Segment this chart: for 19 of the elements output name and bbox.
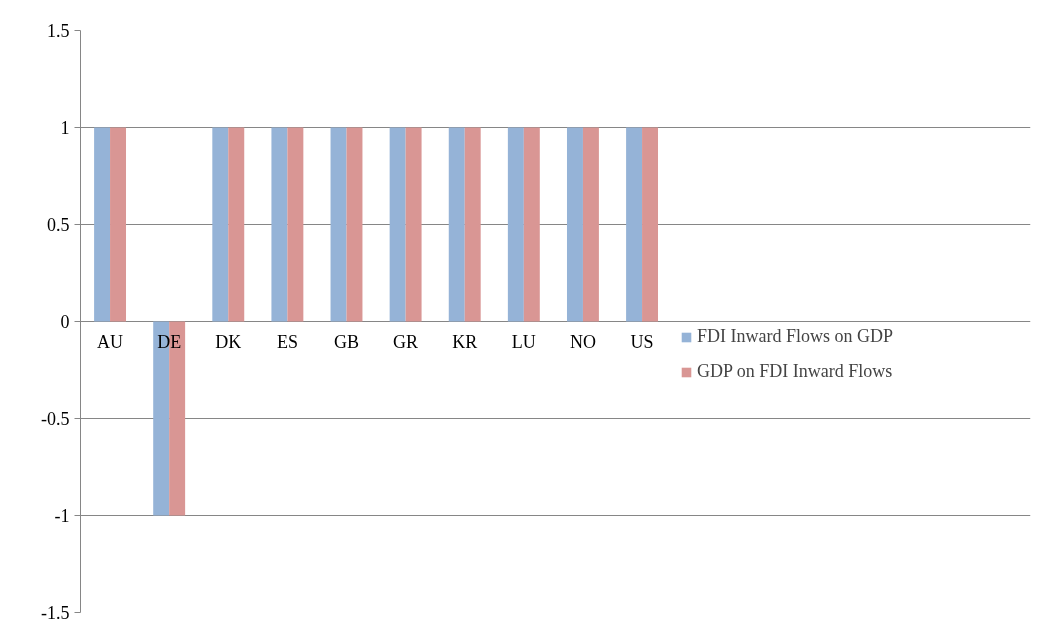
y-tick-label: -1.5 bbox=[41, 603, 70, 623]
x-tick-label: DK bbox=[215, 331, 242, 352]
legend-label: FDI Inward Flows on GDP bbox=[697, 326, 894, 347]
x-tick-label: GB bbox=[334, 331, 360, 352]
x-tick-label: US bbox=[630, 331, 654, 352]
y-tick-label: -0.5 bbox=[41, 409, 70, 429]
x-tick-label: ES bbox=[276, 331, 298, 352]
y-tick-label: 1.5 bbox=[47, 21, 70, 41]
x-tick-label: NO bbox=[569, 331, 596, 352]
x-tick-label: LU bbox=[511, 331, 536, 352]
x-tick-label: KR bbox=[452, 331, 478, 352]
legend-label: GDP on FDI Inward Flows bbox=[697, 361, 893, 382]
x-tick-label: GR bbox=[393, 331, 419, 352]
y-tick-label: -1 bbox=[54, 506, 70, 526]
y-tick-label: 0 bbox=[60, 312, 70, 332]
y-tick-label: 1 bbox=[60, 118, 70, 138]
y-tick-label: 0.5 bbox=[47, 215, 70, 235]
x-tick-label: DE bbox=[157, 331, 182, 352]
x-tick-label: AU bbox=[97, 331, 124, 352]
